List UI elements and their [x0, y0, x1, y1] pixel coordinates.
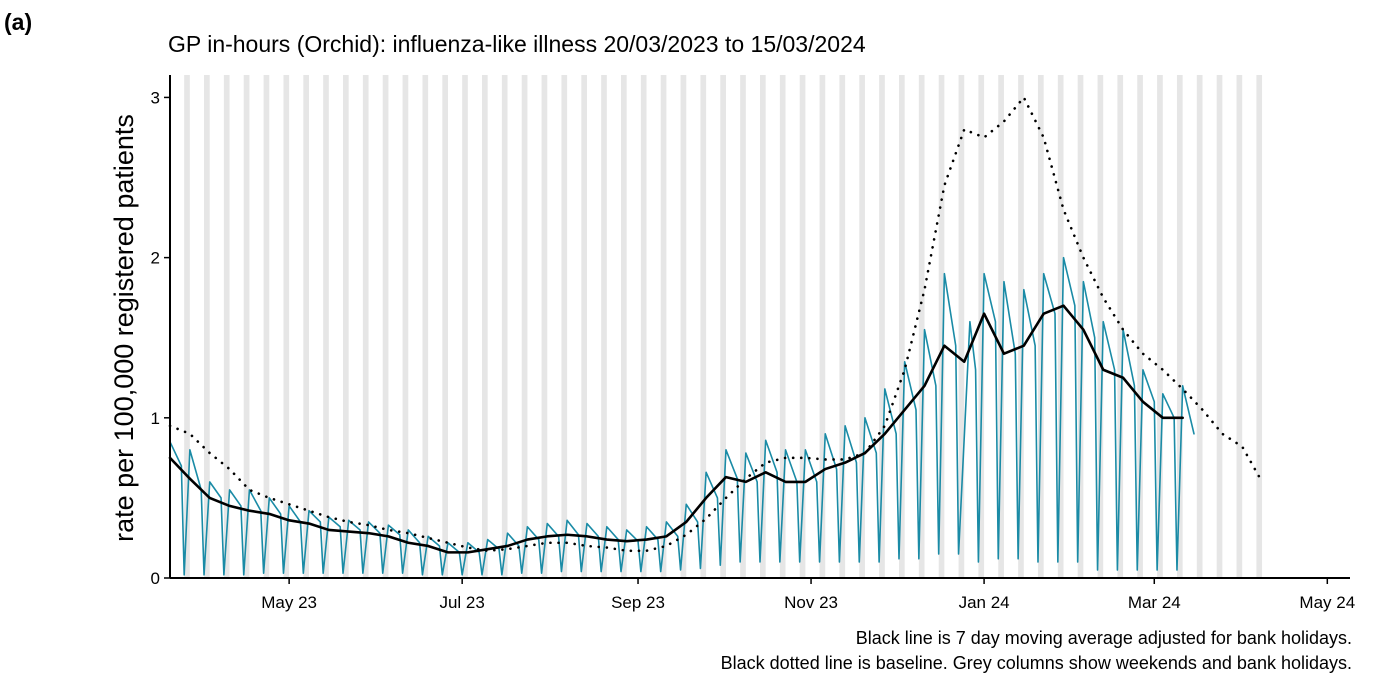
weekend-column [1216, 75, 1223, 578]
weekend-column [501, 75, 508, 578]
weekend-column [382, 75, 389, 578]
weekend-column [879, 75, 885, 578]
weekend-column [561, 75, 568, 578]
weekend-column [283, 75, 290, 578]
weekend-column [442, 75, 448, 578]
x-tick-label: Nov 23 [784, 593, 838, 612]
panel-label: (a) [4, 9, 32, 35]
weekend-column [362, 75, 369, 578]
note: Black dotted line is baseline. Grey colu… [721, 653, 1352, 673]
weekend-column [263, 75, 270, 578]
weekend-column [402, 75, 409, 578]
x-tick-label: Jul 23 [439, 593, 484, 612]
weekend-column [621, 75, 627, 578]
y-tick-label: 1 [151, 409, 160, 428]
weekend-column [998, 75, 1004, 578]
weekend-column [223, 75, 230, 578]
y-axis-label: rate per 100,000 registered patients [109, 114, 139, 542]
weekend-column [184, 75, 190, 578]
y-tick-label: 2 [151, 249, 160, 268]
weekend-column [799, 75, 806, 578]
weekend-column [541, 75, 548, 578]
series-line [168, 304, 1184, 554]
series-line [168, 96, 1264, 553]
weekend-column [601, 75, 607, 578]
weekend-column [819, 75, 826, 578]
x-tick-label: Sep 23 [611, 593, 665, 612]
weekend-column [1137, 75, 1143, 578]
plot-area [168, 75, 1264, 578]
weekend-column [343, 75, 349, 578]
series-line [169, 256, 1195, 576]
weekend-column [700, 75, 707, 578]
weekend-column [680, 75, 687, 578]
weekend-column [859, 75, 865, 578]
weekend-column [581, 75, 587, 578]
note: Black line is 7 day moving average adjus… [856, 628, 1352, 648]
weekend-column [422, 75, 429, 578]
x-tick-label: May 23 [261, 593, 317, 612]
weekend-column [1236, 75, 1243, 578]
weekend-column [303, 75, 309, 578]
weekend-column [1018, 75, 1024, 578]
weekend-column [1157, 75, 1163, 578]
weekend-column [1176, 75, 1183, 578]
chart-title: GP in-hours (Orchid): influenza-like ill… [168, 31, 866, 57]
weekend-column [1256, 75, 1263, 578]
y-tick-label: 3 [151, 88, 160, 107]
weekend-column [760, 75, 766, 578]
weekend-column [521, 75, 528, 578]
weekend-column [1057, 75, 1064, 578]
weekend-column [204, 75, 210, 578]
weekend-column [323, 75, 329, 578]
weekend-column [482, 75, 488, 578]
weekend-column [958, 75, 965, 578]
weekend-column [839, 75, 846, 578]
x-tick-label: May 24 [1299, 593, 1355, 612]
weekend-column [462, 75, 468, 578]
weekend-column [938, 75, 945, 578]
weekend-column [640, 75, 647, 578]
weekend-column [1196, 75, 1203, 578]
weekend-column [243, 75, 250, 578]
weekend-column [918, 75, 925, 578]
weekend-column [660, 75, 667, 578]
y-tick-label: 0 [151, 569, 160, 588]
weekend-column [1097, 75, 1104, 578]
weekend-column [1037, 75, 1044, 578]
weekend-column [898, 75, 905, 578]
weekend-column [740, 75, 746, 578]
x-tick-label: Mar 24 [1128, 593, 1181, 612]
weekend-column [779, 75, 786, 578]
weekend-column [720, 75, 726, 578]
weekend-column [978, 75, 985, 578]
x-tick-label: Jan 24 [959, 593, 1010, 612]
weekend-column [1117, 75, 1124, 578]
